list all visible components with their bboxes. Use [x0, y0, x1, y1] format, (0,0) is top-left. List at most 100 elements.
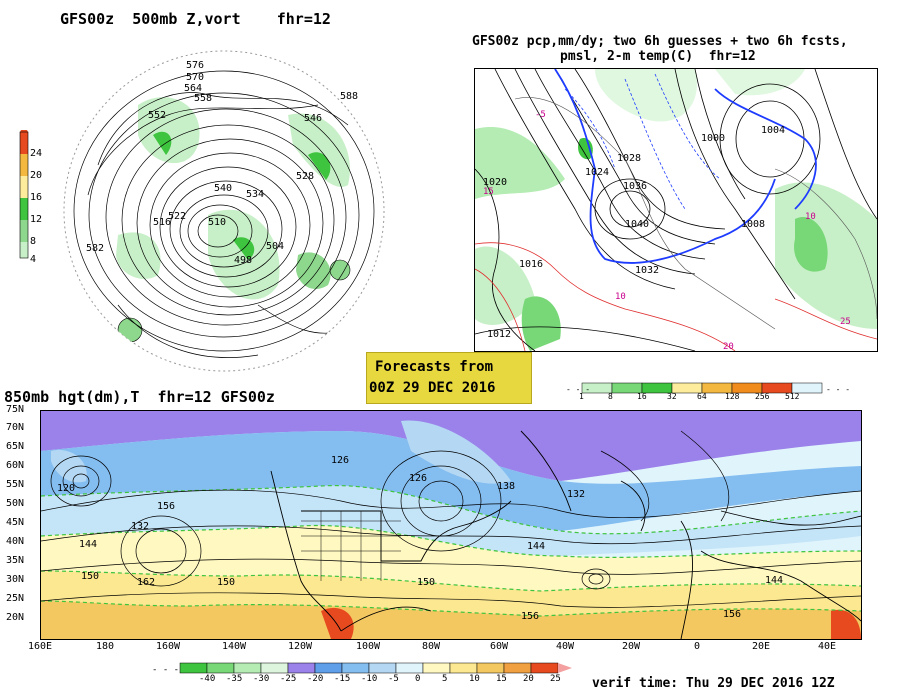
- temp-colorbar-swatch: [449, 662, 478, 674]
- lat-label: 45N: [6, 517, 25, 528]
- temp-colorbar-tick: -10: [361, 674, 378, 684]
- verif-time: verif time: Thu 29 DEC 2016 12Z: [592, 676, 835, 691]
- precip-tick: 256: [755, 392, 770, 401]
- vort-tick: 16: [30, 192, 43, 203]
- z-label: 582: [86, 243, 105, 254]
- pmsl-label: 1004: [761, 125, 786, 136]
- pmsl-label: 1016: [519, 259, 544, 270]
- panel-500mb-title: GFS00z 500mb Z,vort fhr=12: [60, 10, 331, 28]
- z-label: 576: [186, 60, 205, 71]
- z-label: 558: [194, 93, 213, 104]
- temp-colorbar-swatch: [503, 662, 532, 674]
- lon-label: 20W: [622, 641, 641, 652]
- z-label: 540: [214, 183, 233, 194]
- hgt-label: 156: [521, 611, 540, 622]
- lat-label: 30N: [6, 574, 25, 585]
- hgt-label: 144: [527, 541, 546, 552]
- svg-text:25: 25: [840, 317, 851, 327]
- hgt-label: 150: [217, 577, 236, 588]
- lat-label: 40N: [6, 536, 25, 547]
- hgt-label: 150: [81, 571, 100, 582]
- temp-colorbar-tick: -20: [307, 674, 324, 684]
- vort-tick: 20: [30, 170, 43, 181]
- temp-colorbar-tick: 5: [442, 674, 448, 684]
- pmsl-label: 1024: [585, 167, 610, 178]
- precip-tick: 128: [725, 392, 740, 401]
- temp-colorbar-ticks: -40 -35 -30 -25 -20 -15 -10 -5 0 5 10 15 20 25: [150, 674, 600, 688]
- lat-label: 70N: [6, 422, 25, 433]
- temp-colorbar-swatch: [395, 662, 424, 674]
- precip-pmsl-map: -5 15 10 10 20 25 1020 1016 1012 1036 1040 …: [474, 68, 878, 352]
- forecast-line-2: 00Z 29 DEC 2016: [369, 380, 496, 396]
- pmsl-label: 1032: [635, 265, 660, 276]
- temp-colorbar-swatch: [179, 662, 208, 674]
- lon-label: 160E: [28, 641, 53, 652]
- z-label: 498: [234, 255, 253, 266]
- hgt-label: 162: [137, 577, 156, 588]
- svg-text:10: 10: [615, 292, 626, 302]
- precip-tick: 1: [579, 392, 584, 401]
- vort-tick: 8: [30, 236, 37, 247]
- hgt-label: 126: [409, 473, 428, 484]
- forecast-init-box: Forecasts from 00Z 29 DEC 2016: [366, 352, 532, 404]
- temp-colorbar-tick: 20: [523, 674, 534, 684]
- lon-label: 180: [96, 641, 115, 652]
- temp-colorbar-swatch: [476, 662, 505, 674]
- vort-tick: 24: [30, 148, 43, 159]
- precip-tick: 8: [608, 392, 613, 401]
- hgt-label: 144: [765, 575, 784, 586]
- svg-text:- - -: - - -: [566, 385, 590, 394]
- lon-axis: 160E 180 160W 140W 120W 100W 80W 60W 40W…: [0, 641, 900, 655]
- temp-colorbar-swatch: [206, 662, 235, 674]
- vort-colorbar: 24 20 16 12 8 4: [14, 124, 54, 270]
- hgt-label: 156: [723, 609, 742, 620]
- lat-label: 60N: [6, 460, 25, 471]
- z-label: 546: [304, 113, 323, 124]
- lat-label: 20N: [6, 612, 25, 623]
- hgt-label: 126: [331, 455, 350, 466]
- precip-tick: 16: [637, 392, 647, 401]
- pmsl-label: 1012: [487, 329, 512, 340]
- lat-label: 75N: [6, 404, 25, 415]
- lon-label: 20E: [752, 641, 771, 652]
- pmsl-label: 1036: [623, 181, 648, 192]
- temp-colorbar-tick: -35: [226, 674, 243, 684]
- precip-tick: 512: [785, 392, 800, 401]
- temp-colorbar-tick: -15: [334, 674, 351, 684]
- polar-500mb-map: 576 570 564 558 552 546 540 534 528 522 …: [58, 45, 390, 377]
- vort-tick: 4: [30, 254, 37, 265]
- temp-colorbar-swatch: [260, 662, 289, 674]
- precip-colorbar: - - - - - - 1 8 16 32 64 128 256 512: [566, 380, 856, 404]
- temp-colorbar-tick: 0: [415, 674, 421, 684]
- lat-label: 65N: [6, 441, 25, 452]
- forecast-line-1: Forecasts from: [375, 359, 494, 375]
- temp-colorbar-tick: 10: [469, 674, 480, 684]
- temp-colorbar-swatch: [422, 662, 451, 674]
- panel-precip-title-2: pmsl, 2-m temp(C) fhr=12: [560, 49, 756, 64]
- lon-label: 100W: [356, 641, 381, 652]
- lon-label: 40E: [818, 641, 837, 652]
- temp-colorbar-swatch: [314, 662, 343, 674]
- hgt-label: 132: [131, 521, 150, 532]
- temp-colorbar-tick: -25: [280, 674, 297, 684]
- hgt-label: 138: [497, 481, 516, 492]
- svg-text:-5: -5: [535, 110, 546, 120]
- hgt-label: 120: [57, 483, 76, 494]
- z-label: 516: [153, 217, 172, 228]
- z-label: 552: [148, 110, 167, 121]
- z-label: 504: [266, 241, 285, 252]
- lon-label: 40W: [556, 641, 575, 652]
- precip-tick: 64: [697, 392, 707, 401]
- svg-text:15: 15: [483, 187, 494, 197]
- temp-colorbar-tick: -5: [388, 674, 399, 684]
- svg-text:20: 20: [723, 342, 734, 351]
- lon-label: 80W: [422, 641, 441, 652]
- lon-label: 140W: [222, 641, 247, 652]
- z-label: 588: [340, 91, 359, 102]
- lat-label: 25N: [6, 593, 25, 604]
- z-label: 564: [184, 83, 203, 94]
- hgt-label: 150: [417, 577, 436, 588]
- svg-text:- - -: - - -: [826, 385, 850, 394]
- pmsl-label: 1040: [625, 219, 650, 230]
- z-label: 534: [246, 189, 265, 200]
